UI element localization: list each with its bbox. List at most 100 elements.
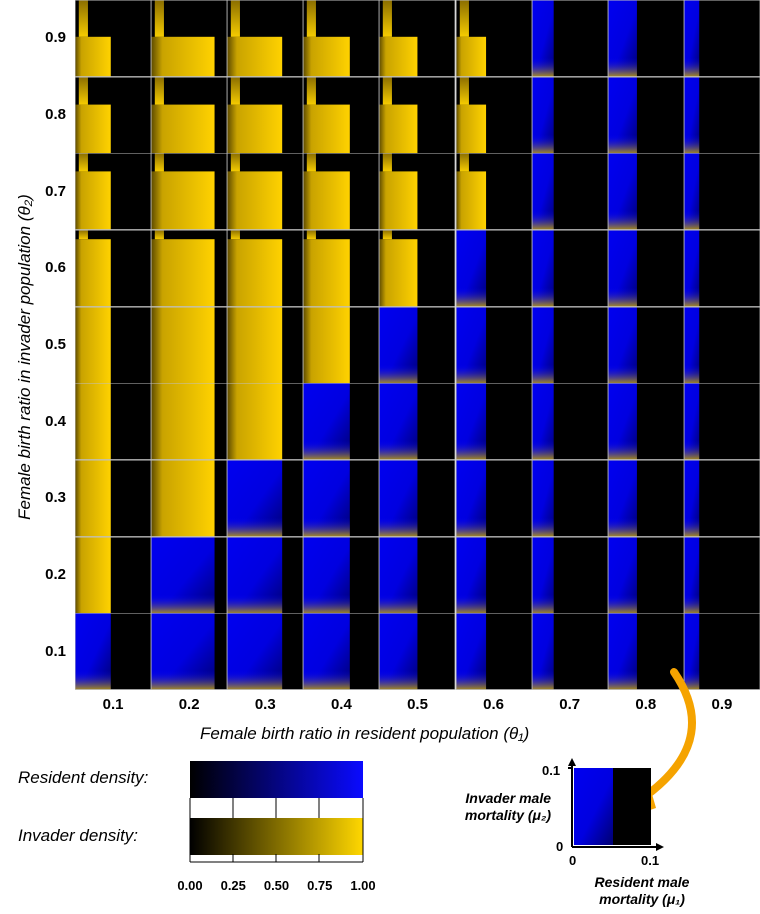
heatmap-panel: [531, 76, 608, 154]
heatmap-panel: [379, 383, 456, 460]
heatmap-panel: [75, 153, 152, 230]
heatmap-panel: [151, 460, 228, 537]
heatmap-panel: [683, 383, 760, 460]
inset-x-label-line1: Resident male: [594, 874, 690, 890]
x-tick-label: 0.1: [102, 696, 124, 713]
heatmap-panel: [303, 460, 380, 537]
heatmap-panel: [455, 0, 532, 77]
heatmap-panel: [151, 383, 228, 460]
heatmap-panel: [303, 153, 380, 230]
heatmap-panel: [151, 0, 228, 77]
x-tick-label: 0.3: [254, 696, 276, 713]
heatmap-panel: [303, 0, 380, 77]
legend-tick-label: 0.00: [177, 878, 203, 893]
heatmap-panel: [75, 230, 152, 307]
x-tick-label: 0.4: [330, 696, 352, 713]
y-tick-label: 0.9: [45, 29, 66, 47]
heatmap-panel: [151, 76, 228, 154]
heatmap-panel: [455, 460, 532, 537]
legend-tick-label: 1.00: [350, 878, 376, 893]
heatmap-panel: [531, 0, 608, 77]
heatmap-panel: [379, 536, 456, 614]
inset-y-label-line1: Invader male: [465, 790, 551, 806]
legend-tick-label: 0.50: [263, 878, 290, 893]
legend-resident-colorbar: [190, 761, 363, 798]
y-axis-label: Female birth ratio in invader population…: [15, 194, 34, 520]
heatmap-panel: [683, 613, 760, 690]
y-tick-label: 0.8: [45, 106, 66, 123]
heatmap-panel: [75, 460, 152, 537]
heatmap-panel: [683, 230, 760, 307]
heatmap-panel: [607, 306, 684, 384]
legend-tick-label: 0.25: [220, 878, 246, 893]
inset-y-tick-bottom: 0: [556, 839, 564, 854]
heatmap-panel: [75, 536, 152, 614]
heatmap-panel: [607, 153, 684, 230]
heatmap-panel: [75, 383, 152, 460]
x-tick-label: 0.8: [635, 696, 657, 713]
heatmap-panel: [75, 76, 152, 154]
inset-x-label: Resident male mortality (μ₁): [586, 874, 698, 908]
y-tick-label: 0.4: [45, 412, 66, 430]
heatmap-panel: [151, 153, 228, 230]
heatmap-panel: [607, 536, 684, 614]
y-tick-label: 0.5: [45, 336, 66, 353]
x-tick-label: 0.5: [407, 696, 428, 713]
heatmap-panel: [607, 613, 684, 690]
y-tick-label: 0.2: [45, 566, 66, 583]
inset-x-tick-right: 0.1: [641, 853, 660, 868]
heatmap-panel: [531, 460, 608, 537]
x-tick-label: 0.9: [711, 696, 733, 713]
heatmap-panel: [151, 613, 228, 690]
inset-y-label: Invader male mortality (μ₂): [459, 790, 551, 824]
heatmap-panel: [683, 306, 760, 384]
heatmap-panel: [379, 230, 456, 307]
y-tick-label: 0.3: [45, 489, 66, 507]
heatmap-panel: [75, 613, 152, 690]
heatmap-panel: [607, 0, 684, 77]
heatmap-panel: [227, 536, 304, 614]
heatmap-panel: [151, 306, 228, 384]
x-axis-label: Female birth ratio in resident populatio…: [200, 724, 530, 743]
heatmap-panel: [227, 76, 304, 154]
y-tick-label: 0.7: [45, 182, 66, 200]
heatmap-panel: [227, 0, 304, 77]
inset-y-label-line2: mortality (μ₂): [464, 807, 551, 823]
heatmap-panel: [455, 76, 532, 154]
heatmap-panel: [303, 536, 380, 614]
heatmap-panel: [227, 306, 304, 384]
heatmap-panel: [455, 536, 532, 614]
heatmap-panel: [227, 230, 304, 307]
heatmap-panel: [455, 383, 532, 460]
heatmap-panel: [531, 613, 608, 690]
heatmap-panel: [607, 460, 684, 537]
x-tick-label: 0.2: [178, 696, 200, 713]
heatmap-panel: [683, 460, 760, 537]
heatmap-panel: [303, 383, 380, 460]
heatmap-panel: [455, 613, 532, 690]
heatmap-panel: [607, 383, 684, 460]
legend-tick-label: 0.75: [307, 878, 333, 893]
heatmap-panel: [303, 230, 380, 307]
heatmap-panel: [531, 306, 608, 384]
heatmap-panel: [455, 153, 532, 230]
heatmap-panel: [379, 460, 456, 537]
heatmap-panel: [683, 536, 760, 614]
heatmap-panel: [455, 306, 532, 384]
heatmap-grid: [75, 0, 760, 690]
heatmap-panel: [531, 153, 608, 230]
heatmap-panel: [227, 383, 304, 460]
legend-invader-label: Invader density:: [18, 826, 139, 845]
heatmap-panel: [455, 230, 532, 307]
heatmap-panel: [531, 383, 608, 460]
heatmap-panel: [75, 0, 152, 77]
heatmap-panel: [303, 306, 380, 384]
inset-y-tick-top: 0.1: [542, 763, 561, 778]
heatmap-panel: [683, 0, 760, 77]
heatmap-panel: [151, 536, 228, 614]
legend-invader-colorbar: [190, 818, 363, 855]
heatmap-panel: [607, 230, 684, 307]
y-tick-label: 0.6: [45, 259, 66, 277]
heatmap-panel: [607, 76, 684, 154]
heatmap-panel: [379, 76, 456, 154]
